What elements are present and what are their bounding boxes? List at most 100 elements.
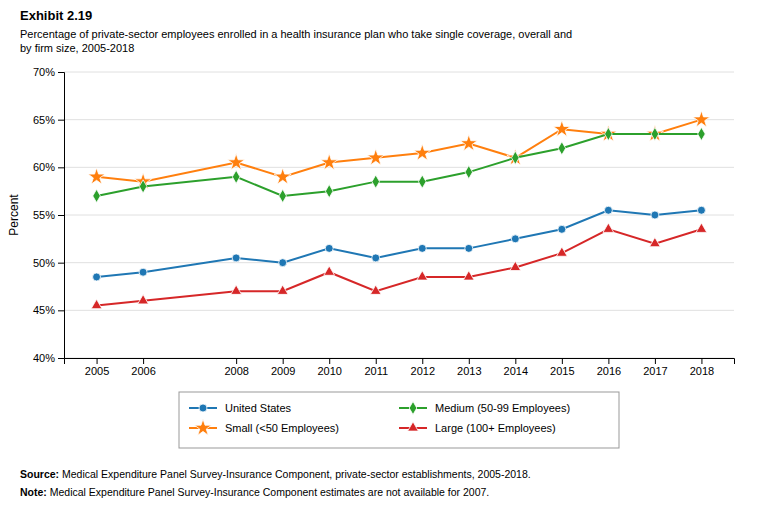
y-tick-mark [58, 167, 64, 168]
series-marker [511, 235, 519, 243]
series-marker [463, 271, 474, 280]
y-tick-mark [58, 120, 64, 121]
annotation: Note: Medical Expenditure Panel Survey-I… [20, 486, 489, 498]
grid-line [64, 119, 734, 120]
x-tick-mark [422, 358, 423, 364]
y-axis-line [58, 73, 65, 359]
x-tick-mark [283, 358, 284, 364]
x-tick-label: 2014 [504, 365, 528, 377]
x-tick-mark [469, 358, 470, 364]
x-tick-mark [562, 358, 563, 364]
legend-swatch-marker [194, 419, 211, 435]
grid-line [64, 215, 734, 216]
series-line [97, 134, 702, 196]
series-line [97, 120, 702, 182]
x-tick-label: 2013 [457, 365, 481, 377]
series-marker [139, 180, 147, 193]
series-marker [324, 266, 335, 275]
x-tick-mark [97, 358, 98, 364]
x-tick: 2011 [364, 358, 388, 377]
y-tick-label: 60% [33, 161, 55, 173]
y-tick-mark [58, 310, 64, 311]
series-marker [510, 261, 521, 270]
legend-box [179, 392, 619, 448]
series-marker [558, 225, 566, 233]
chart: Exhibit 2.19 Percentage of private-sector… [0, 0, 758, 518]
x-tick: 2013 [457, 358, 481, 377]
series-marker [603, 223, 614, 232]
annotation-text: Medical Expenditure Panel Survey-Insuran… [47, 486, 489, 498]
x-tick-mark [608, 358, 609, 364]
x-tick-label: 2009 [271, 365, 295, 377]
series-marker [321, 154, 338, 170]
series-marker [693, 111, 710, 127]
x-tick: 2016 [597, 358, 621, 377]
x-tick-mark [143, 358, 144, 364]
legend-swatch-marker [199, 404, 207, 412]
x-tick: 2006 [131, 358, 155, 377]
y-tick: 45% [33, 304, 64, 316]
x-tick-label: 2005 [85, 365, 109, 377]
series-marker [279, 259, 287, 267]
series-marker [325, 185, 333, 198]
y-tick-label: 50% [33, 257, 55, 269]
legend: United StatesSmall (<50 Employees)Medium… [179, 392, 619, 448]
x-tick: 2005 [85, 358, 109, 377]
series-marker [512, 151, 520, 164]
series-marker [460, 135, 477, 151]
x-tick-mark [329, 358, 330, 364]
series-marker [556, 247, 567, 256]
x-tick-mark [701, 358, 702, 364]
series-marker [465, 244, 473, 252]
y-axis-title: Percent [7, 194, 21, 236]
series-marker [417, 271, 428, 280]
x-tick-label: 2017 [643, 365, 667, 377]
series-marker [372, 175, 380, 188]
x-tick: 2017 [643, 358, 667, 377]
x-tick-label: 2008 [224, 365, 248, 377]
x-tick: 2012 [411, 358, 435, 377]
subtitle: Percentage of private-sector employees e… [20, 28, 572, 54]
grid-line [64, 72, 734, 73]
y-tick: 55% [33, 209, 64, 221]
series-marker [139, 268, 147, 276]
x-tick-label: 2015 [550, 365, 574, 377]
grid-line [64, 310, 734, 311]
legend-swatch-marker [409, 401, 417, 414]
series-marker [414, 144, 431, 160]
series-marker [696, 223, 707, 232]
subtitle-line: Percentage of private-sector employees e… [20, 28, 572, 40]
series-marker [138, 295, 149, 304]
series-marker [604, 206, 612, 214]
x-tick-mark [376, 358, 377, 364]
x-tick: 2008 [224, 358, 248, 377]
x-tick: 2018 [690, 358, 714, 377]
x-tick-mark [515, 358, 516, 364]
series-marker [367, 149, 384, 165]
x-tick: 2014 [504, 358, 528, 377]
series-marker [651, 127, 659, 140]
x-tick-label: 2010 [317, 365, 341, 377]
y-tick: 70% [33, 66, 64, 78]
series-marker [228, 154, 245, 170]
legend-label: United States [225, 402, 292, 414]
series-line [97, 210, 702, 277]
series-marker [650, 237, 661, 246]
legend-item: United States [189, 402, 292, 414]
annotation-label: Source: [20, 468, 59, 480]
y-tick-mark [58, 263, 64, 264]
series-marker [698, 127, 706, 140]
series-marker [697, 206, 705, 214]
y-tick-label: 65% [33, 114, 55, 126]
series-marker [465, 166, 473, 179]
subtitle-line: by firm size, 2005-2018 [20, 42, 134, 54]
x-tick: 2015 [550, 358, 574, 377]
series-marker [232, 170, 240, 183]
y-tick-mark [58, 358, 64, 359]
title: Exhibit 2.19 [20, 8, 92, 23]
annotation-label: Note: [20, 486, 47, 498]
legend-item: Large (100+ Employees) [399, 422, 556, 434]
series-marker [325, 244, 333, 252]
y-tick-label: 40% [33, 352, 55, 364]
x-tick: 2010 [317, 358, 341, 377]
